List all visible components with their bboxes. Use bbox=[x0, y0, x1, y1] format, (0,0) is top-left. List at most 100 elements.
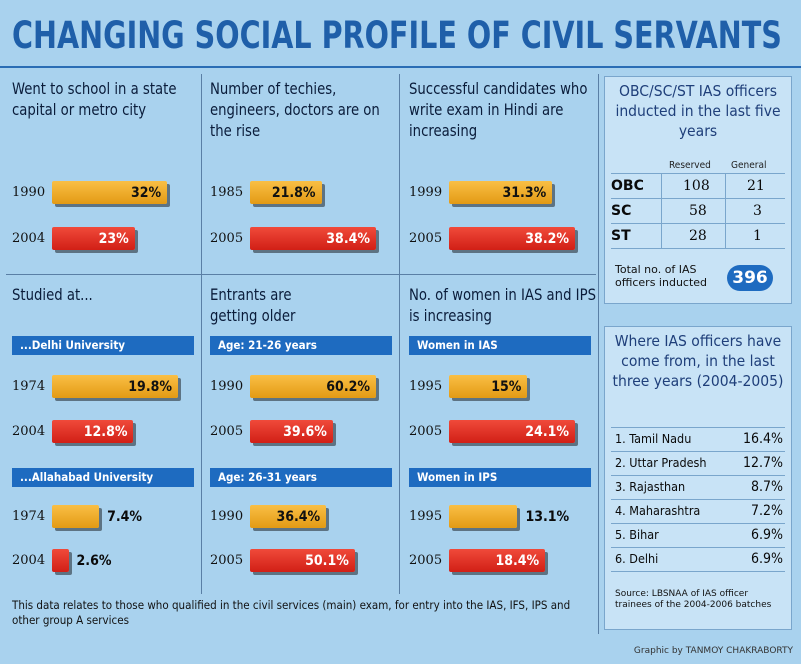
bar-row: 2005 38.4% bbox=[210, 226, 400, 252]
table-divider bbox=[611, 198, 785, 199]
bar-row: 2005 38.2% bbox=[409, 226, 599, 252]
bar-row: 2005 18.4% bbox=[409, 548, 599, 574]
bar-row: 1974 19.8% bbox=[12, 374, 202, 400]
year-label: 1990 bbox=[210, 509, 244, 524]
panel-title: Went to school in a state capital or met… bbox=[12, 79, 177, 119]
year-label: 2004 bbox=[12, 553, 46, 568]
table-divider bbox=[611, 475, 785, 476]
table-row: SC 58 3 bbox=[611, 200, 785, 222]
bar-row: 2004 12.8% bbox=[12, 419, 202, 445]
table-divider bbox=[611, 427, 785, 428]
group-header: ...Allahabad University bbox=[12, 468, 194, 487]
state-value: 12.7% bbox=[742, 455, 783, 471]
state-value: 7.2% bbox=[751, 503, 783, 519]
table-divider bbox=[611, 173, 785, 174]
column-divider bbox=[598, 74, 599, 634]
state-value: 6.9% bbox=[751, 527, 783, 543]
bar bbox=[52, 420, 134, 443]
bar-value: 19.8% bbox=[128, 379, 172, 395]
group-header: Age: 21-26 years bbox=[210, 336, 392, 355]
bar-value: 36.4% bbox=[276, 509, 321, 525]
year-label: 1995 bbox=[409, 509, 443, 524]
bar bbox=[449, 227, 575, 250]
state-label: 4. Maharashtra bbox=[615, 503, 701, 518]
bar-value: 7.4% bbox=[107, 509, 143, 525]
footnote: This data relates to those who qualified… bbox=[12, 598, 571, 627]
group-header: Age: 26-31 years bbox=[210, 468, 392, 487]
group-header: Women in IAS bbox=[409, 336, 591, 355]
panel-title: No. of women in IAS and IPS is increasin… bbox=[409, 285, 596, 325]
bar-row: 2004 23% bbox=[12, 226, 202, 252]
state-label: 3. Rajasthan bbox=[615, 479, 686, 494]
bar bbox=[52, 227, 135, 250]
bar-row: 2005 24.1% bbox=[409, 419, 599, 445]
panel-studied-at: Studied at... ...Delhi University 1974 1… bbox=[12, 284, 200, 572]
state-value: 8.7% bbox=[751, 479, 783, 495]
year-label: 2005 bbox=[210, 231, 244, 246]
bar-row: 1999 31.3% bbox=[409, 180, 599, 206]
bar-value: 2.6% bbox=[76, 553, 112, 569]
row-label: SC bbox=[611, 203, 632, 219]
column-divider bbox=[399, 74, 400, 594]
year-label: 1990 bbox=[210, 379, 244, 394]
year-label: 1974 bbox=[12, 509, 46, 524]
table-divider bbox=[611, 571, 785, 572]
bar-value: 24.1% bbox=[525, 424, 569, 440]
row-label: OBC bbox=[611, 178, 644, 194]
bar-value: 18.4% bbox=[495, 553, 540, 569]
bar-row: 1995 13.1% bbox=[409, 504, 599, 530]
panel-women: No. of women in IAS and IPS is increasin… bbox=[409, 284, 597, 572]
table-divider bbox=[611, 223, 785, 224]
year-label: 1990 bbox=[12, 185, 46, 200]
column-divider bbox=[201, 74, 202, 594]
title-rule bbox=[0, 66, 801, 68]
bar-row: 2005 39.6% bbox=[210, 419, 400, 445]
year-label: 1985 bbox=[210, 185, 244, 200]
state-label: 1. Tamil Nadu bbox=[615, 431, 692, 446]
year-label: 2004 bbox=[12, 424, 46, 439]
total-label: Total no. of IAS officers inducted bbox=[615, 263, 708, 289]
bar-value: 23% bbox=[98, 231, 129, 247]
year-label: 2005 bbox=[210, 553, 244, 568]
bar bbox=[449, 420, 575, 443]
bar-row: 1990 60.2% bbox=[210, 374, 400, 400]
page-title: CHANGING SOCIAL PROFILE OF CIVIL SERVANT… bbox=[12, 14, 782, 57]
bar bbox=[52, 181, 168, 204]
bar bbox=[250, 181, 322, 204]
reserved-value: 108 bbox=[683, 178, 710, 194]
panel-techies: Number of techies, engineers, doctors ar… bbox=[210, 78, 398, 250]
table-title: Where IAS officers have come from, in th… bbox=[612, 332, 784, 390]
panel-school-city: Went to school in a state capital or met… bbox=[12, 78, 200, 250]
year-label: 1995 bbox=[409, 379, 443, 394]
bar-value: 60.2% bbox=[326, 379, 370, 395]
bar-value: 50.1% bbox=[305, 553, 349, 569]
bar-value: 38.4% bbox=[326, 231, 370, 247]
table-divider bbox=[611, 451, 785, 452]
table-title: OBC/SC/ST IAS officers inducted in the l… bbox=[615, 82, 781, 140]
bar bbox=[449, 505, 518, 528]
states-table-box: Where IAS officers have come from, in th… bbox=[604, 326, 792, 630]
bar-value: 39.6% bbox=[283, 424, 327, 440]
year-label: 2004 bbox=[12, 231, 46, 246]
bar-value: 15% bbox=[491, 379, 522, 395]
state-label: 2. Uttar Pradesh bbox=[615, 455, 707, 470]
table-divider bbox=[611, 523, 785, 524]
group-header: ...Delhi University bbox=[12, 336, 194, 355]
bar bbox=[250, 549, 355, 572]
bar bbox=[250, 227, 376, 250]
graphic-credit: Graphic by TANMOY CHAKRABORTY bbox=[633, 646, 793, 656]
reserved-value: 28 bbox=[689, 228, 707, 244]
state-row: 4. Maharashtra 7.2% bbox=[611, 500, 785, 522]
row-label: ST bbox=[611, 228, 631, 244]
bar-row: 1990 32% bbox=[12, 180, 202, 206]
panel-title: Successful candidates who write exam in … bbox=[409, 79, 588, 140]
reservation-table-box: OBC/SC/ST IAS officers inducted in the l… bbox=[604, 76, 792, 304]
bar-value: 12.8% bbox=[83, 424, 128, 440]
column-header-general: General bbox=[731, 160, 767, 171]
bar bbox=[250, 375, 376, 398]
table-row: ST 28 1 bbox=[611, 225, 785, 247]
general-value: 3 bbox=[753, 203, 762, 219]
year-label: 2005 bbox=[409, 231, 443, 246]
bar-value: 21.8% bbox=[271, 185, 316, 201]
state-row: 2. Uttar Pradesh 12.7% bbox=[611, 452, 785, 474]
